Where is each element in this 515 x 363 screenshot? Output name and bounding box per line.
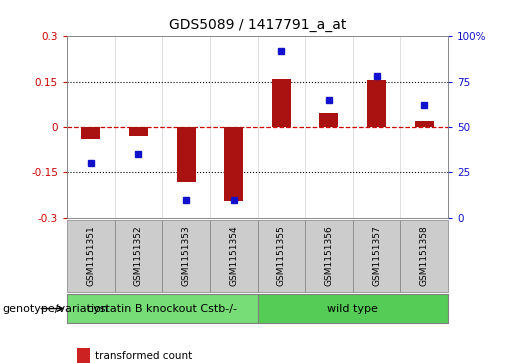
Bar <box>114 220 162 292</box>
Text: GSM1151351: GSM1151351 <box>87 225 95 286</box>
Bar <box>129 127 148 136</box>
Text: GSM1151358: GSM1151358 <box>420 225 428 286</box>
Text: GSM1151356: GSM1151356 <box>324 225 333 286</box>
Bar <box>305 220 353 292</box>
Title: GDS5089 / 1417791_a_at: GDS5089 / 1417791_a_at <box>169 19 346 33</box>
Text: GSM1151357: GSM1151357 <box>372 225 381 286</box>
Text: genotype/variation: genotype/variation <box>3 303 109 314</box>
Bar <box>210 220 258 292</box>
Bar <box>367 80 386 127</box>
Bar <box>258 294 448 323</box>
Text: GSM1151355: GSM1151355 <box>277 225 286 286</box>
Text: GSM1151354: GSM1151354 <box>229 225 238 286</box>
Bar <box>272 79 291 127</box>
Bar <box>258 220 305 292</box>
Bar <box>177 127 196 182</box>
Bar <box>319 113 338 127</box>
Text: GSM1151353: GSM1151353 <box>182 225 191 286</box>
Bar <box>401 220 448 292</box>
Text: wild type: wild type <box>328 303 378 314</box>
Bar <box>162 220 210 292</box>
Text: GSM1151352: GSM1151352 <box>134 225 143 286</box>
Bar <box>67 294 258 323</box>
Bar <box>81 127 100 139</box>
Bar <box>353 220 401 292</box>
Bar <box>224 127 243 201</box>
Bar <box>67 220 115 292</box>
Text: cystatin B knockout Cstb-/-: cystatin B knockout Cstb-/- <box>87 303 237 314</box>
Text: transformed count: transformed count <box>95 351 193 361</box>
Bar <box>415 121 434 127</box>
